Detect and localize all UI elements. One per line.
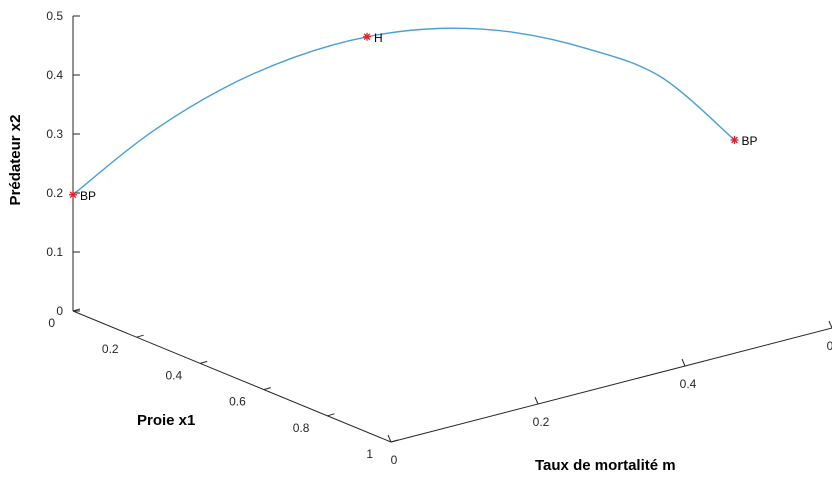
x-tick-mark: [136, 334, 144, 338]
marked-points: BP H BP: [69, 31, 758, 203]
x-axis-line: [72, 310, 392, 443]
z-axis-label: Prédateur x2: [7, 115, 24, 206]
y-tick-label: 0.2: [533, 415, 550, 429]
y-tick-label: 0.6: [827, 339, 832, 353]
x-tick-label: 0.4: [166, 368, 183, 382]
x-tick-label: 0: [48, 316, 55, 330]
marked-point: BP: [730, 134, 758, 148]
z-tick-label: 0.3: [46, 127, 63, 141]
y-axis-line: [390, 327, 832, 443]
point-label: BP: [80, 189, 96, 203]
marked-point: H: [363, 31, 383, 45]
z-tick-label: 0.5: [46, 9, 63, 23]
axis-titles: Prédateur x2 Proie x1 Taux de mortalité …: [7, 115, 676, 474]
x-tick-label: 1: [366, 447, 373, 461]
x-tick-mark: [263, 387, 271, 391]
point-marker: [69, 191, 77, 199]
y-tick-label: 0: [391, 453, 398, 467]
y-tick-label: 0.4: [680, 377, 697, 391]
y-axis-label: Taux de mortalité m: [535, 457, 676, 474]
z-tick-label: 0: [56, 304, 63, 318]
z-tick-label: 0.4: [46, 68, 63, 82]
z-tick-label: 0.1: [46, 245, 63, 259]
y-tick-mark: [681, 358, 686, 367]
axes-layer: 0 0.1 0.2 0.3 0.4 0.5 0 0.2 0.4 0.6 0.8 1 0 0.2 0.4 0.6…: [46, 9, 832, 467]
marked-point: BP: [69, 189, 96, 203]
x-tick-label: 0.2: [102, 342, 119, 356]
point-marker: [731, 136, 738, 144]
x-tick-label: 0.8: [293, 421, 310, 435]
point-label: H: [374, 31, 383, 45]
series-layer: [72, 27, 735, 196]
x-tick-label: 0.6: [229, 395, 246, 409]
x-axis-label: Proie x1: [137, 412, 195, 429]
point-marker: [363, 33, 371, 41]
x-tick-mark: [72, 308, 81, 312]
x-tick-mark: [390, 439, 399, 443]
y-tick-mark: [534, 396, 539, 405]
point-label: BP: [742, 134, 758, 148]
z-tick-label: 0.2: [46, 186, 63, 200]
series-line: [72, 27, 735, 196]
x-tick-mark: [327, 413, 335, 417]
x-tick-mark: [200, 360, 208, 364]
y-tick-mark: [387, 434, 392, 443]
